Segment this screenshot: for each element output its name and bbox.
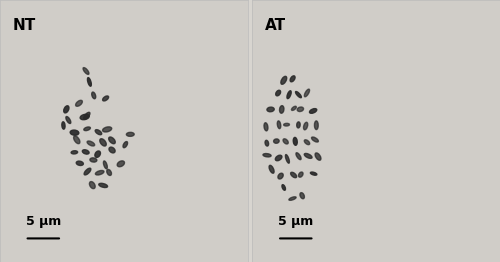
Text: NT: NT <box>12 18 36 33</box>
Ellipse shape <box>87 141 94 146</box>
Ellipse shape <box>296 91 302 98</box>
Ellipse shape <box>280 106 284 113</box>
Ellipse shape <box>312 137 318 142</box>
Ellipse shape <box>102 127 112 132</box>
Ellipse shape <box>315 153 321 160</box>
Ellipse shape <box>274 139 279 143</box>
Ellipse shape <box>263 154 271 157</box>
Ellipse shape <box>296 153 301 160</box>
Ellipse shape <box>106 170 112 176</box>
Ellipse shape <box>64 106 69 113</box>
Ellipse shape <box>290 76 295 82</box>
Ellipse shape <box>66 117 71 123</box>
Ellipse shape <box>82 150 89 154</box>
Ellipse shape <box>278 173 283 179</box>
Ellipse shape <box>290 172 296 178</box>
Ellipse shape <box>70 130 79 135</box>
Ellipse shape <box>298 172 303 177</box>
Ellipse shape <box>314 121 318 130</box>
Ellipse shape <box>92 92 96 99</box>
Ellipse shape <box>71 151 78 154</box>
Ellipse shape <box>96 171 104 175</box>
Ellipse shape <box>267 107 274 112</box>
Ellipse shape <box>276 155 282 161</box>
Ellipse shape <box>276 90 280 96</box>
Text: 5 μm: 5 μm <box>278 215 314 228</box>
Ellipse shape <box>88 78 92 86</box>
Ellipse shape <box>265 140 268 146</box>
Ellipse shape <box>99 183 108 188</box>
Ellipse shape <box>95 130 102 135</box>
Ellipse shape <box>281 76 286 84</box>
Text: AT: AT <box>265 18 286 33</box>
Ellipse shape <box>90 182 95 189</box>
Ellipse shape <box>300 193 304 199</box>
Ellipse shape <box>108 137 116 144</box>
Ellipse shape <box>296 122 300 128</box>
Ellipse shape <box>80 114 89 120</box>
Ellipse shape <box>310 109 317 113</box>
Ellipse shape <box>278 121 281 129</box>
Ellipse shape <box>304 89 310 97</box>
Ellipse shape <box>84 168 91 175</box>
Ellipse shape <box>286 155 290 163</box>
Ellipse shape <box>283 139 288 144</box>
Ellipse shape <box>289 197 296 200</box>
Ellipse shape <box>76 100 82 106</box>
Ellipse shape <box>297 107 304 112</box>
Ellipse shape <box>76 161 84 166</box>
Ellipse shape <box>74 136 80 144</box>
Ellipse shape <box>304 140 310 145</box>
Ellipse shape <box>117 161 124 167</box>
Ellipse shape <box>102 96 108 101</box>
Ellipse shape <box>104 161 108 169</box>
Ellipse shape <box>269 165 274 173</box>
Ellipse shape <box>100 139 106 146</box>
Ellipse shape <box>284 123 290 126</box>
Ellipse shape <box>84 127 90 131</box>
Ellipse shape <box>294 137 298 145</box>
Text: 5 μm: 5 μm <box>26 215 61 228</box>
Ellipse shape <box>95 151 100 157</box>
Ellipse shape <box>304 154 312 158</box>
Ellipse shape <box>287 91 291 99</box>
Ellipse shape <box>84 112 90 119</box>
Ellipse shape <box>126 132 134 136</box>
Ellipse shape <box>62 122 65 129</box>
Ellipse shape <box>264 123 268 131</box>
Ellipse shape <box>310 172 317 175</box>
Ellipse shape <box>109 147 115 153</box>
Ellipse shape <box>90 158 97 162</box>
Ellipse shape <box>83 68 89 74</box>
Ellipse shape <box>282 185 286 190</box>
Ellipse shape <box>304 122 308 130</box>
Ellipse shape <box>123 141 128 148</box>
Ellipse shape <box>292 106 296 110</box>
